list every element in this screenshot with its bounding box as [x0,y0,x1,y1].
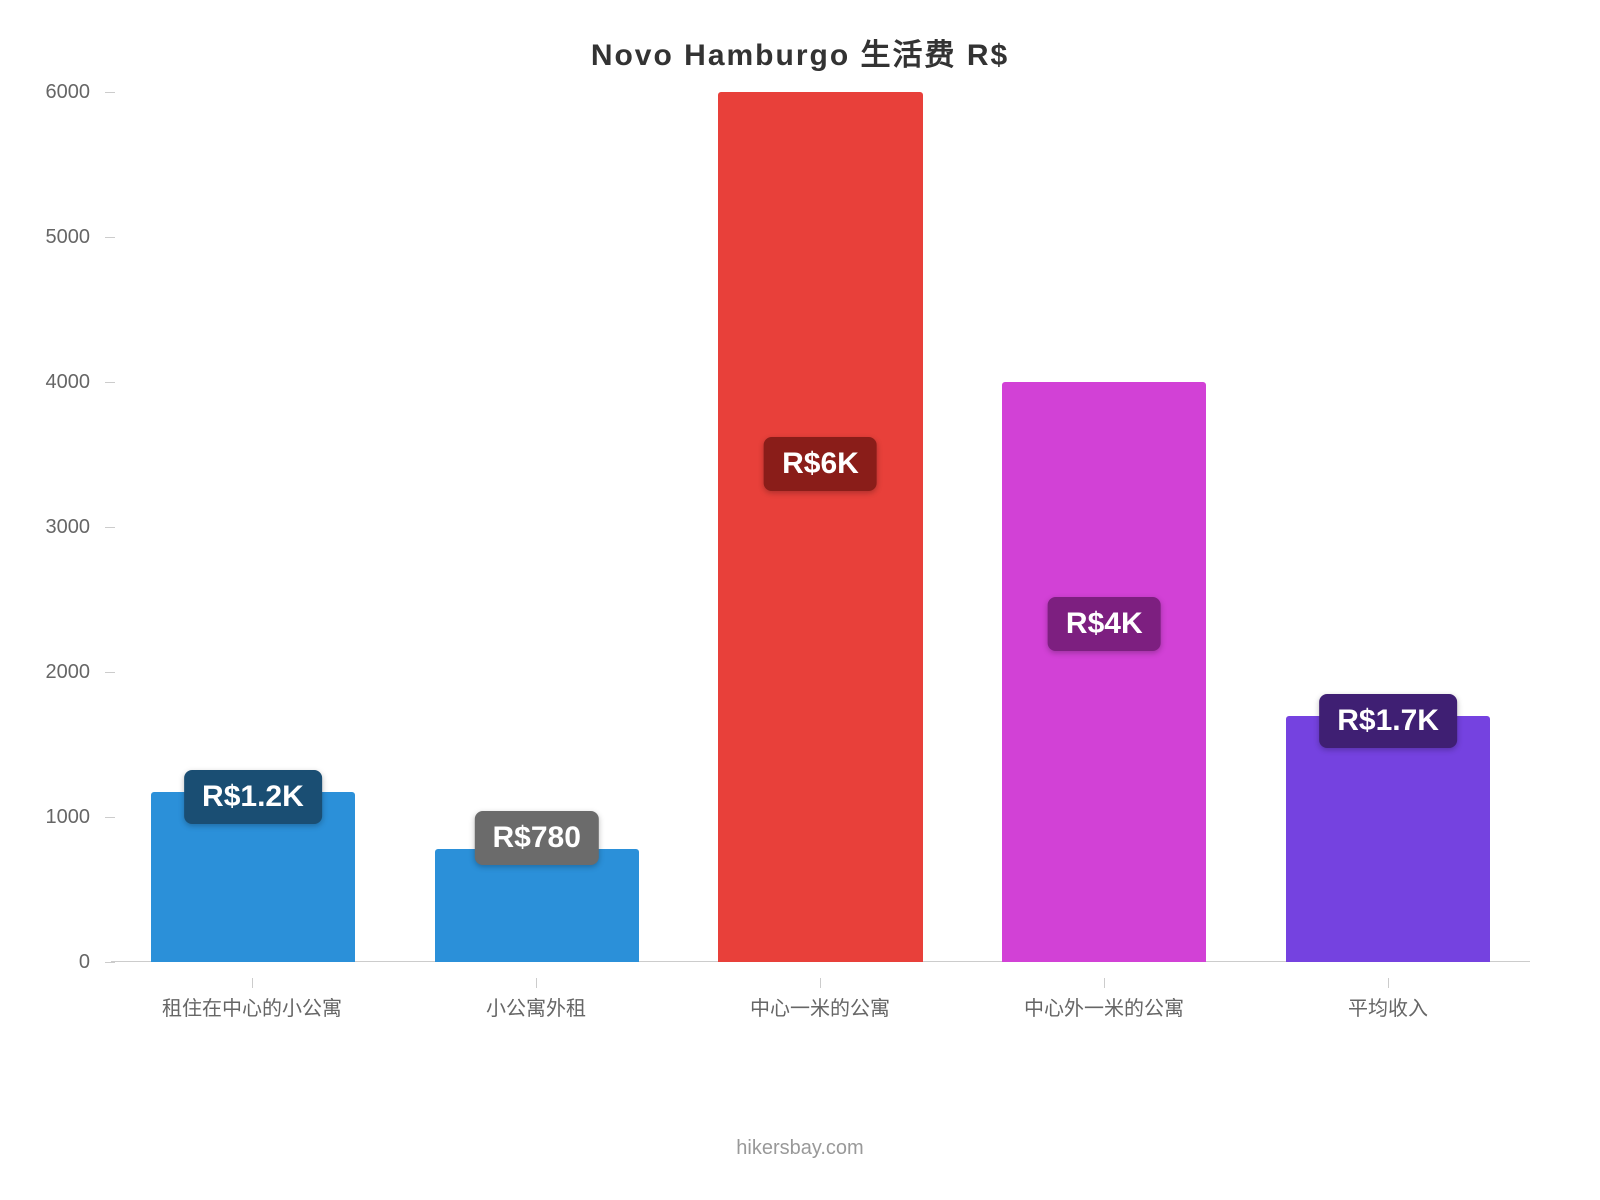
x-tick-label: 小公寓外租 [394,992,678,1021]
bar-value-badge: R$1.2K [184,770,322,824]
x-axis-labels: 租住在中心的小公寓小公寓外租中心一米的公寓中心外一米的公寓平均收入 [110,962,1530,1021]
y-tick: 1000 [40,805,100,829]
x-tick-mark [1104,978,1105,988]
x-tick-label: 中心外一米的公寓 [962,992,1246,1021]
bar-value-badge: R$780 [474,811,598,865]
y-tick: 3000 [40,515,100,539]
y-tick: 0 [40,950,100,974]
chart-footer: hikersbay.com [0,1137,1600,1160]
bar: R$4K [1002,382,1206,962]
bar: R$6K [718,92,922,962]
bar: R$1.7K [1286,716,1490,963]
x-tick-mark [1388,978,1389,988]
y-tick-label: 5000 [46,226,101,249]
bar: R$1.2K [151,792,355,962]
bars-group: R$1.2K R$780 R$6K R$4K R$1.7K [111,92,1530,962]
bar-slot: R$1.7K [1246,92,1530,962]
x-tick-label: 租住在中心的小公寓 [110,992,394,1021]
y-tick: 2000 [40,660,100,684]
y-tick-label: 4000 [46,371,101,394]
chart-container: Novo Hamburgo 生活费 R$ 0 1000 2000 3000 4000 50… [0,0,1600,1200]
y-axis: 0100020003000400050006000 [40,92,100,962]
bars-area: R$1.2K R$780 R$6K R$4K R$1.7K [110,92,1530,962]
x-tick-mark [252,978,253,988]
x-tick-label: 平均收入 [1246,992,1530,1021]
x-tick: 租住在中心的小公寓 [110,962,394,1021]
y-tick: 4000 [40,370,100,394]
bar-value-badge: R$1.7K [1319,694,1457,748]
y-tick-label: 3000 [46,516,101,539]
bar-slot: R$780 [395,92,679,962]
x-tick-label: 中心一米的公寓 [678,992,962,1021]
x-tick-mark [820,978,821,988]
y-tick-label: 1000 [46,806,101,829]
y-tick-label: 6000 [46,81,101,104]
plot-area: 0100020003000400050006000 R$1.2KR$780R$6… [110,92,1530,962]
bar-value-badge: R$4K [1048,597,1161,651]
bar-slot: R$6K [679,92,963,962]
y-tick: 5000 [40,225,100,249]
x-tick: 平均收入 [1246,962,1530,1021]
bar-value-badge: R$6K [764,437,877,491]
bar-slot: R$1.2K [111,92,395,962]
bar: R$780 [435,849,639,962]
x-tick: 中心外一米的公寓 [962,962,1246,1021]
chart-title: Novo Hamburgo 生活费 R$ [40,30,1560,74]
x-tick-mark [536,978,537,988]
y-tick-label: 2000 [46,661,101,684]
bar-slot: R$4K [962,92,1246,962]
x-tick: 中心一米的公寓 [678,962,962,1021]
x-tick: 小公寓外租 [394,962,678,1021]
y-tick: 6000 [40,80,100,104]
y-tick-label: 0 [79,951,100,974]
